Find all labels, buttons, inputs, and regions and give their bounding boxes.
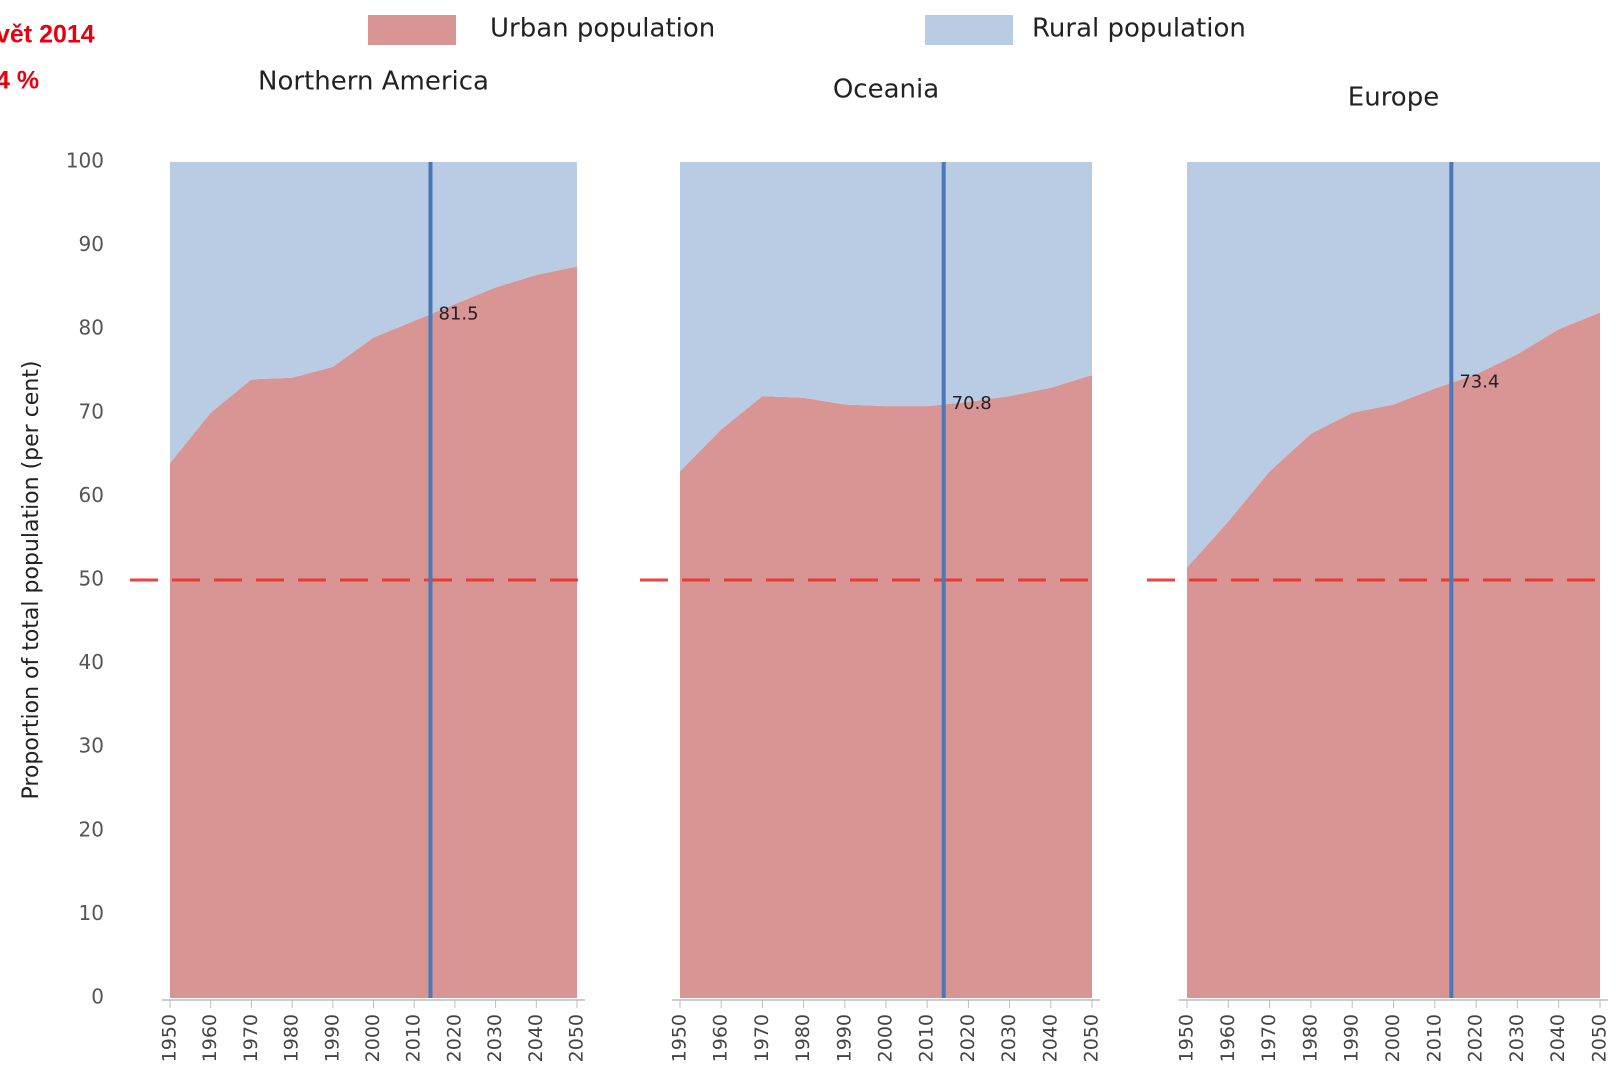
y-tick-label: 50 xyxy=(79,567,104,591)
legend-swatch xyxy=(368,15,456,45)
y-tick-label: 90 xyxy=(79,232,104,256)
panel-title: Oceania xyxy=(833,75,939,105)
y-tick-label: 20 xyxy=(79,817,104,841)
area xyxy=(1187,312,1600,999)
x-tick-label: 2030 xyxy=(998,1014,1020,1062)
x-tick-label: 2030 xyxy=(1506,1014,1528,1062)
x-tick-label: 1960 xyxy=(1217,1014,1239,1062)
y-tick-label: 70 xyxy=(79,399,104,423)
area xyxy=(1187,162,1600,568)
x-tick-label: 2050 xyxy=(1081,1014,1103,1062)
area xyxy=(680,375,1092,998)
legend-label: Rural population xyxy=(1032,14,1246,44)
x-tick-label: 2040 xyxy=(525,1014,547,1062)
marker-label: 81.5 xyxy=(438,304,478,325)
x-tick-label: 2000 xyxy=(362,1014,384,1062)
x-tick-label: 1970 xyxy=(240,1014,262,1062)
y-tick-label: 40 xyxy=(79,650,104,674)
y-tick-label: 10 xyxy=(79,901,104,925)
x-tick-label: 1970 xyxy=(751,1014,773,1062)
x-tick-label: 1980 xyxy=(792,1014,814,1062)
x-tick-label: 1960 xyxy=(199,1014,221,1062)
legend-swatch xyxy=(925,15,1013,45)
y-axis-label: Proportion of total population (per cent… xyxy=(19,361,44,800)
x-tick-label: 2000 xyxy=(875,1014,897,1062)
x-tick-label: 2010 xyxy=(916,1014,938,1062)
x-tick-label: 1980 xyxy=(1299,1014,1321,1062)
x-tick-label: 2040 xyxy=(1547,1014,1569,1062)
x-tick-label: 2020 xyxy=(1465,1014,1487,1062)
x-tick-label: 1990 xyxy=(321,1014,343,1062)
y-tick-label: 100 xyxy=(66,149,104,173)
x-tick-label: 1990 xyxy=(833,1014,855,1062)
area xyxy=(170,266,577,998)
x-tick-label: 2030 xyxy=(484,1014,506,1062)
x-tick-label: 1960 xyxy=(710,1014,732,1062)
marker-label: 73.4 xyxy=(1459,371,1499,392)
x-tick-label: 1980 xyxy=(281,1014,303,1062)
y-tick-label: 0 xyxy=(91,985,104,1009)
header-line: vět 2014 xyxy=(0,21,95,49)
x-tick-label: 1990 xyxy=(1341,1014,1363,1062)
x-tick-label: 1970 xyxy=(1258,1014,1280,1062)
x-tick-label: 1950 xyxy=(159,1014,181,1062)
y-tick-label: 30 xyxy=(79,734,104,758)
x-tick-label: 2040 xyxy=(1039,1014,1061,1062)
x-tick-label: 1950 xyxy=(1176,1014,1198,1062)
panel-title: Europe xyxy=(1348,83,1439,113)
x-tick-label: 1950 xyxy=(669,1014,691,1062)
x-tick-label: 2010 xyxy=(403,1014,425,1062)
x-tick-label: 2050 xyxy=(1589,1014,1611,1062)
legend-label: Urban population xyxy=(490,14,715,44)
x-tick-label: 2020 xyxy=(957,1014,979,1062)
area xyxy=(170,162,577,463)
x-tick-label: 2010 xyxy=(1423,1014,1445,1062)
header-line: 4 % xyxy=(0,67,39,95)
y-tick-label: 80 xyxy=(79,316,104,340)
x-tick-label: 2050 xyxy=(566,1014,588,1062)
area xyxy=(680,162,1092,472)
x-tick-label: 2000 xyxy=(1382,1014,1404,1062)
marker-label: 70.8 xyxy=(952,393,992,414)
panel-title: Northern America xyxy=(258,67,489,97)
y-tick-label: 60 xyxy=(79,483,104,507)
x-tick-label: 2020 xyxy=(443,1014,465,1062)
